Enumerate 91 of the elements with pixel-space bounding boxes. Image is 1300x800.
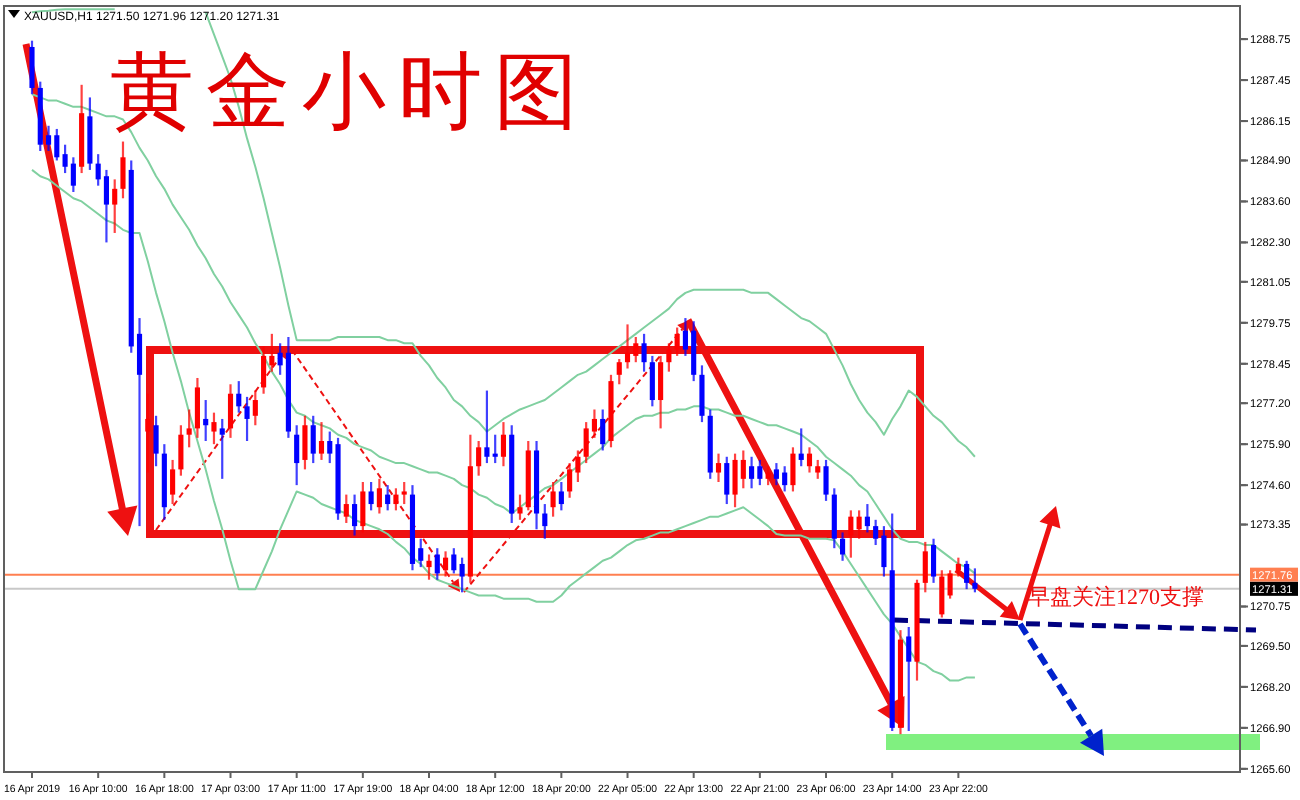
candlestick <box>649 354 655 408</box>
candlestick <box>773 461 779 487</box>
candlestick <box>178 424 184 477</box>
candlestick <box>376 477 382 515</box>
candlestick <box>691 320 697 383</box>
candlestick <box>426 553 432 581</box>
candlestick <box>964 559 970 591</box>
candlestick <box>211 411 217 446</box>
candlestick <box>699 364 705 424</box>
candlestick <box>29 39 35 96</box>
candlestick <box>972 567 978 594</box>
candlestick <box>170 458 176 506</box>
candlestick <box>542 502 548 540</box>
candlestick <box>641 332 647 373</box>
candlestick <box>831 487 837 550</box>
candlestick <box>484 389 490 465</box>
candlestick <box>881 525 887 578</box>
candlestick <box>939 569 945 619</box>
candlestick <box>368 480 374 512</box>
candlestick <box>87 96 93 172</box>
candlestick <box>790 446 796 493</box>
candlestick <box>749 455 755 490</box>
candlestick <box>823 458 829 503</box>
candlestick <box>103 168 109 244</box>
candlestick <box>906 625 912 733</box>
candlestick <box>550 480 556 518</box>
candlestick <box>782 465 788 493</box>
candlestick <box>153 414 159 468</box>
candlestick <box>219 417 225 480</box>
candlestick <box>674 326 680 357</box>
candlestick <box>947 569 953 600</box>
candlestick <box>442 550 449 578</box>
candlestick <box>930 537 937 584</box>
candlestick <box>567 461 573 499</box>
candlestick <box>54 127 60 162</box>
line-series <box>31 168 976 682</box>
candlestick <box>558 480 564 512</box>
candlestick <box>740 449 746 490</box>
candlestick <box>616 357 622 386</box>
candlestick <box>236 380 242 414</box>
candlestick <box>492 433 498 465</box>
candlestick <box>385 484 391 512</box>
candlestick <box>724 455 730 506</box>
candlestick <box>451 547 457 575</box>
candlestick <box>352 493 358 537</box>
candlestick <box>434 547 440 581</box>
candlestick <box>310 414 316 465</box>
candlestick <box>922 540 928 594</box>
candlestick <box>757 458 763 487</box>
candlestick <box>261 345 267 395</box>
candlestick <box>318 421 325 462</box>
candlestick <box>145 392 151 474</box>
candlestick <box>856 509 862 540</box>
candlestick <box>252 389 258 427</box>
candlestick <box>194 376 200 439</box>
candlestick <box>732 452 738 509</box>
text: 早盘关注1270支撑 <box>1028 584 1204 610</box>
candlestick <box>666 342 672 373</box>
candlestick <box>302 414 308 471</box>
candlestick <box>715 452 722 484</box>
candlestick <box>633 335 639 364</box>
candlestick <box>815 458 821 480</box>
text: 黄金小时图 <box>110 48 590 140</box>
candlestick <box>848 509 854 559</box>
candlestick <box>343 493 349 525</box>
candlestick <box>120 140 126 200</box>
candlestick <box>500 421 507 468</box>
candlestick <box>864 502 870 534</box>
candlestick <box>401 480 407 506</box>
candlestick <box>600 408 606 452</box>
candlestick <box>186 408 192 449</box>
candlestick <box>658 354 664 430</box>
candlestick <box>70 156 76 194</box>
candlestick <box>393 487 399 512</box>
candlestick <box>517 493 523 521</box>
candlestick <box>575 449 581 484</box>
candlestick <box>955 556 961 578</box>
candlestick <box>624 323 631 370</box>
candlestick <box>476 439 482 477</box>
candlestick <box>806 446 813 474</box>
candlestick <box>360 480 366 534</box>
candlestick <box>459 556 465 594</box>
candlestick <box>244 395 250 443</box>
candlestick <box>798 427 804 468</box>
candlestick <box>765 465 771 487</box>
candlestick <box>203 398 209 443</box>
candlestick <box>227 383 234 439</box>
candlestick <box>840 531 846 562</box>
candlestick <box>294 424 300 487</box>
candlestick <box>583 421 589 465</box>
candlestick <box>112 178 118 235</box>
